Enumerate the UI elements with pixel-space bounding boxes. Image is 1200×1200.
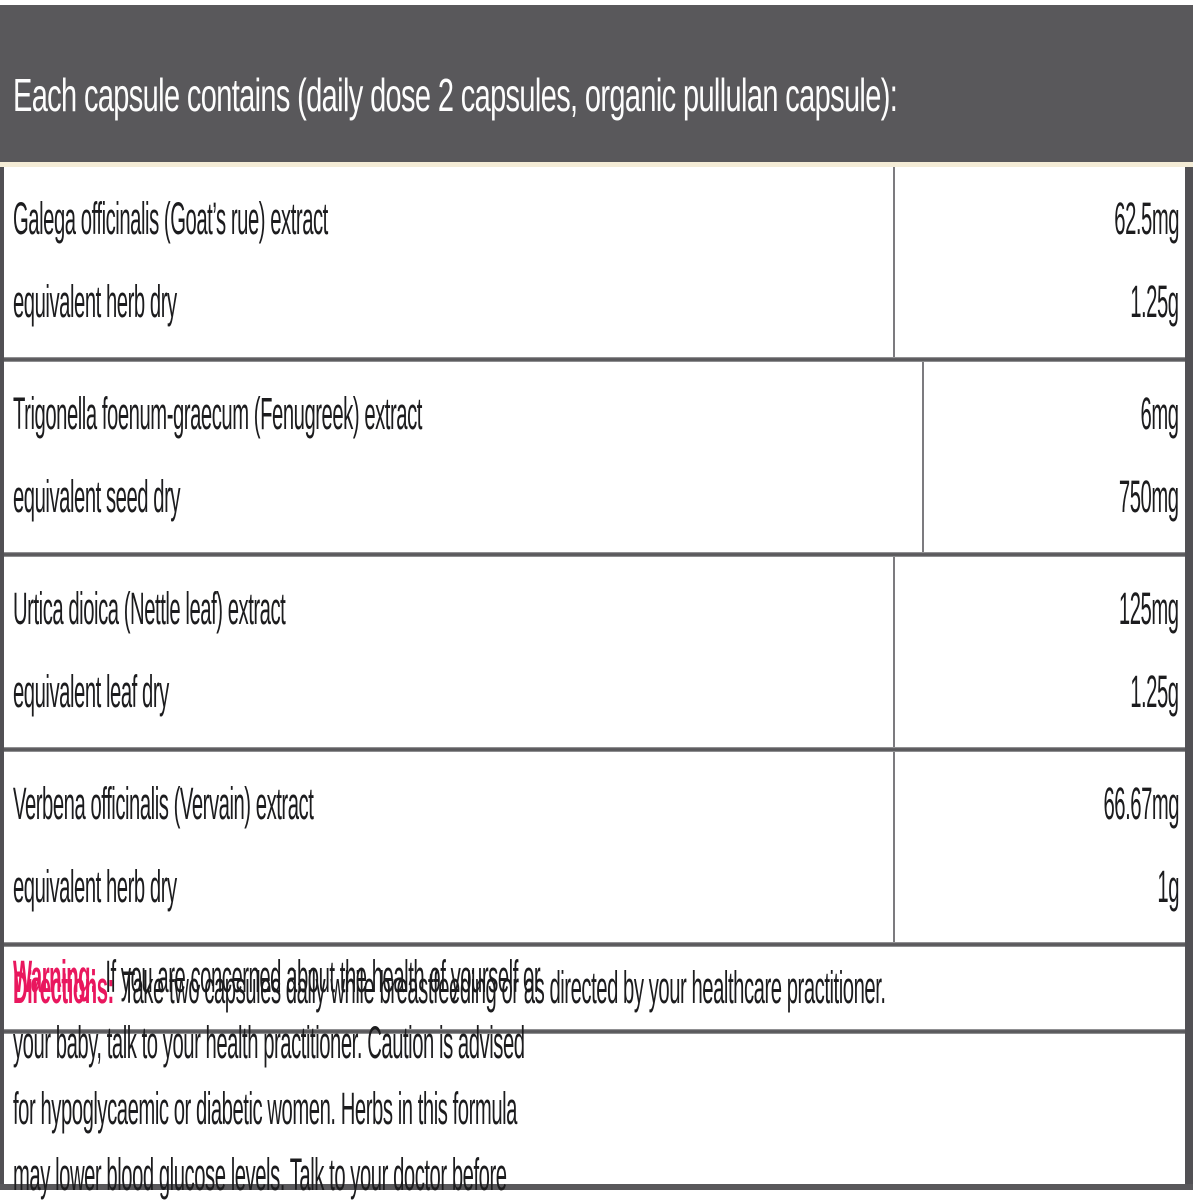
panel-title: Each capsule contains (daily dose 2 caps… [13, 68, 898, 121]
ingredient-amount: 62.5mg [1114, 193, 1179, 244]
ingredient-name: Trigonella foenum-graecum (Fenugreek) ex… [13, 388, 422, 439]
ingredient-amount: 6mg [1140, 388, 1179, 439]
bottom-border [0, 1184, 1193, 1190]
directions-text: Take two capsules daily while breastfeed… [122, 962, 886, 1013]
ingredient-equivalent: equivalent seed dry [13, 471, 181, 523]
directions-paragraph: Directions: Take two capsules daily while… [13, 955, 886, 1021]
row-divider [4, 747, 1185, 752]
row-divider [4, 942, 1185, 947]
ingredient-row: Urtica dioica (Nettle leaf) extract equi… [4, 557, 1185, 747]
ingredient-row: Trigonella foenum-graecum (Fenugreek) ex… [4, 362, 1185, 552]
cream-divider [0, 162, 1193, 167]
ingredient-name: Urtica dioica (Nettle leaf) extract [13, 583, 286, 634]
row-divider [4, 1029, 1185, 1034]
ingredient-name-cell: Galega officinalis (Goat’s rue) extract … [4, 167, 893, 357]
ingredient-name: Galega officinalis (Goat’s rue) extract [13, 193, 328, 244]
ingredient-name: Verbena officinalis (Vervain) extract [13, 778, 314, 829]
supplement-facts-panel: Each capsule contains (daily dose 2 caps… [0, 5, 1193, 1200]
ingredient-amount: 66.67mg [1103, 778, 1179, 829]
ingredient-equivalent-amount: 1g [1157, 861, 1179, 913]
ingredient-amount-cell: 6mg 750mg [921, 362, 1185, 552]
ingredient-name-cell: Verbena officinalis (Vervain) extract eq… [4, 752, 893, 942]
ingredient-row: Galega officinalis (Goat’s rue) extract … [4, 167, 1185, 357]
ingredient-amount-cell: 66.67mg 1g [893, 752, 1185, 942]
ingredient-row: Verbena officinalis (Vervain) extract eq… [4, 752, 1185, 942]
ingredients-table: Galega officinalis (Goat’s rue) extract … [0, 167, 1193, 1200]
panel-header: Each capsule contains (daily dose 2 caps… [0, 5, 1193, 162]
ingredient-name-cell: Trigonella foenum-graecum (Fenugreek) ex… [4, 362, 922, 552]
row-divider [4, 357, 1185, 362]
ingredient-equivalent-amount: 1.25g [1130, 666, 1180, 718]
ingredient-equivalent: equivalent herb dry [13, 861, 177, 913]
directions-row: Directions: Take two capsules daily while… [4, 947, 1185, 1029]
ingredient-name-cell: Urtica dioica (Nettle leaf) extract equi… [4, 557, 893, 747]
row-divider [4, 552, 1185, 557]
warning-paragraph: Warning: If you are concerned about the h… [13, 944, 541, 1200]
ingredient-amount: 125mg [1119, 583, 1179, 634]
ingredient-amount-cell: 125mg 1.25g [893, 557, 1185, 747]
ingredient-amount-cell: 62.5mg 1.25g [893, 167, 1185, 357]
ingredient-equivalent-amount: 750mg [1119, 471, 1179, 523]
warning-text: If you are concerned about the health of… [13, 951, 541, 1200]
directions-label: Directions: [13, 962, 114, 1013]
ingredient-equivalent: equivalent herb dry [13, 276, 177, 328]
ingredient-equivalent-amount: 1.25g [1130, 276, 1180, 328]
warning-row: Warning: If you are concerned about the h… [4, 951, 1185, 1200]
warning-label: Warning: [13, 951, 97, 1002]
ingredient-equivalent: equivalent leaf dry [13, 666, 169, 718]
